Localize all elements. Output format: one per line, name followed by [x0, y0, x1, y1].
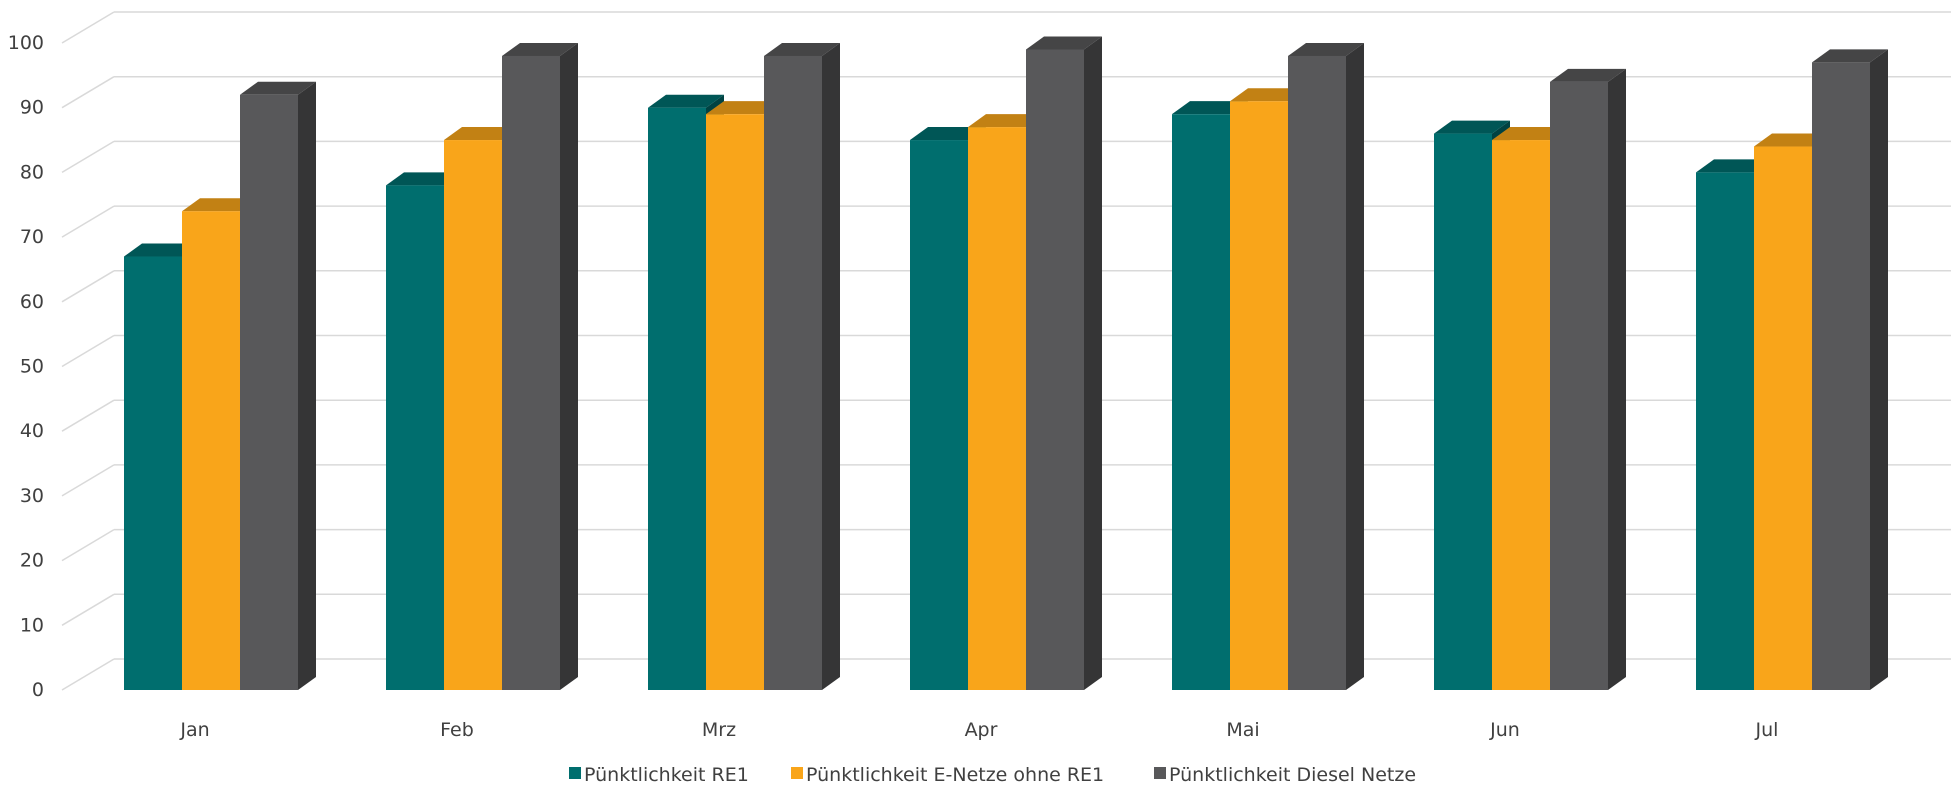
y-tick-label: 0: [32, 679, 44, 701]
bar-group-apr: [910, 36, 1102, 691]
y-tick-label: 90: [20, 97, 44, 119]
x-tick-label: Apr: [965, 719, 998, 741]
x-tick-label: Mai: [1226, 719, 1259, 741]
x-tick-label: Feb: [440, 719, 474, 741]
bar: [1550, 68, 1626, 690]
bar-group-mrz: [648, 42, 840, 691]
legend-label: Pünktlichkeit E-Netze ohne RE1: [806, 764, 1104, 786]
legend-item: Pünktlichkeit RE1: [569, 764, 749, 786]
gridline: [61, 11, 1951, 44]
bar: [1288, 42, 1364, 690]
legend-label: Pünktlichkeit RE1: [584, 764, 749, 786]
legend-label: Pünktlichkeit Diesel Netze: [1169, 764, 1416, 786]
bar-group-jan: [124, 81, 316, 690]
legend-item: Pünktlichkeit E-Netze ohne RE1: [791, 764, 1104, 786]
x-tick-label: Jun: [1489, 719, 1520, 741]
x-tick-label: Mrz: [702, 719, 736, 741]
bar: [1026, 36, 1102, 691]
bars: [124, 36, 1888, 691]
y-tick-label: 60: [20, 291, 44, 313]
bar: [1812, 49, 1888, 691]
y-tick-label: 50: [20, 356, 44, 378]
legend-swatch: [791, 767, 803, 779]
y-tick-label: 20: [20, 550, 44, 572]
gridline: [61, 75, 1951, 109]
bar-group-jun: [1434, 68, 1626, 691]
y-tick-label: 30: [20, 485, 44, 507]
legend-swatch: [569, 767, 581, 779]
bar: [502, 42, 578, 690]
x-tick-label: Jul: [1755, 719, 1779, 741]
y-tick-label: 10: [20, 614, 44, 636]
x-tick-label: Jan: [179, 719, 209, 741]
y-tick-label: 80: [20, 161, 44, 183]
bar-group-feb: [386, 42, 578, 691]
bar: [764, 42, 840, 690]
bar-group-jul: [1696, 49, 1888, 691]
y-tick-label: 100: [8, 32, 44, 54]
y-tick-label: 40: [20, 420, 44, 442]
x-axis-labels: Jan Feb Mrz Apr Mai Jun Jul: [179, 719, 1778, 741]
legend: Pünktlichkeit RE1 Pünktlichkeit E-Netze o…: [569, 764, 1416, 786]
bar-group-mai: [1172, 42, 1364, 691]
y-axis-labels: 0 10 20 30 40 50 60 70 80 90 100: [8, 32, 44, 701]
y-tick-label: 70: [20, 226, 44, 248]
legend-item: Pünktlichkeit Diesel Netze: [1154, 764, 1416, 786]
legend-swatch: [1154, 767, 1166, 779]
bar: [240, 81, 316, 690]
